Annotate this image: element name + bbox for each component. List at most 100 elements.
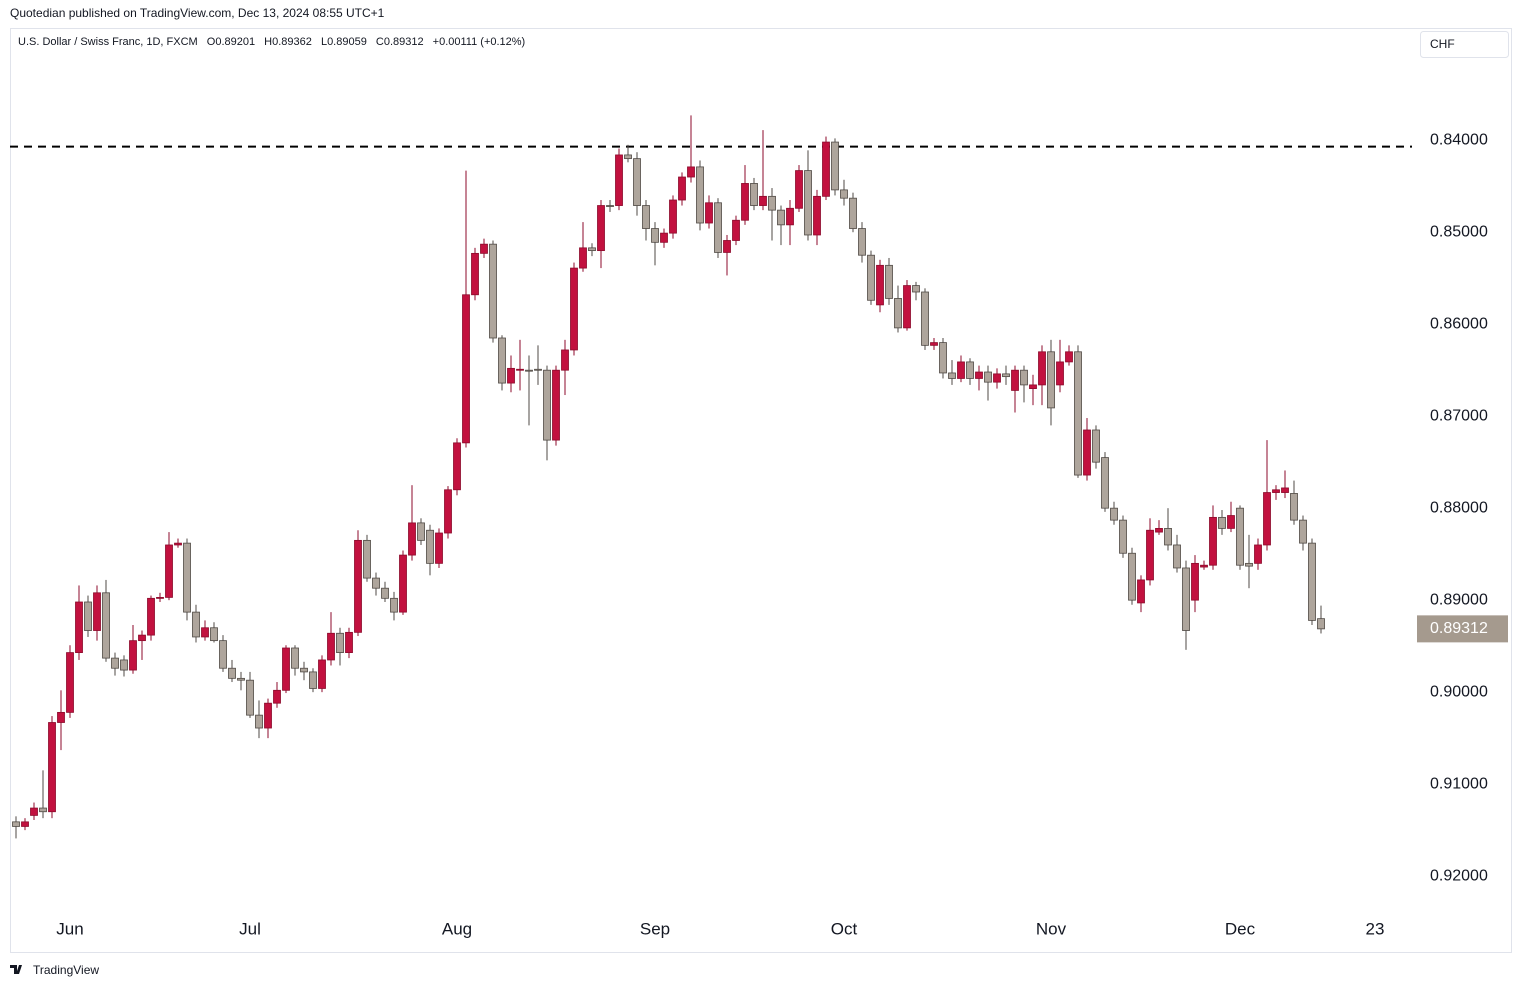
candle-body	[165, 544, 173, 598]
candle-body	[606, 205, 614, 207]
candle-body	[138, 634, 146, 642]
candle-body	[669, 199, 677, 234]
candle-body	[966, 361, 974, 379]
candle-body	[741, 183, 749, 221]
x-tick-label: Jul	[239, 919, 261, 938]
candle-body	[948, 372, 956, 379]
candle-body	[75, 601, 83, 653]
candle-body	[840, 189, 848, 199]
candle-body	[255, 714, 263, 729]
candle-body	[912, 285, 920, 293]
candle-body	[615, 154, 623, 206]
candle-body	[408, 522, 416, 556]
candle-body	[345, 631, 353, 653]
candle-body	[795, 170, 803, 209]
candle-body	[327, 632, 335, 661]
candle-body	[1254, 544, 1262, 564]
candle-body	[1191, 562, 1199, 601]
candle-body	[453, 442, 461, 491]
chart-frame	[10, 28, 1512, 953]
candle-body	[417, 522, 425, 541]
candle-body	[219, 640, 227, 669]
candle-body	[1200, 564, 1208, 568]
candle-body	[633, 158, 641, 206]
candle-body	[759, 195, 767, 206]
candle-body	[1137, 579, 1145, 604]
candle-body	[930, 342, 938, 346]
x-tick-label: Jun	[56, 919, 83, 938]
candle-body	[588, 247, 596, 252]
candle-body	[489, 243, 497, 339]
x-tick-label: Sep	[640, 919, 670, 938]
candle-body	[1173, 544, 1181, 569]
ohlc-label: C	[376, 36, 384, 48]
candle-body	[444, 489, 452, 534]
y-tick-label: 0.86000	[1430, 315, 1488, 332]
candle-body	[300, 667, 308, 673]
candle-body	[723, 240, 731, 253]
candle-body	[246, 679, 254, 716]
candle-body	[732, 219, 740, 241]
symbol: U.S. Dollar / Swiss Franc, 1D, FXCM	[18, 36, 198, 48]
candle-body	[498, 337, 506, 384]
candle-body	[768, 195, 776, 211]
ohlc-label: L	[321, 36, 327, 48]
ohlc-label: H	[264, 36, 272, 48]
candle-body	[1227, 515, 1235, 529]
candle-body	[750, 183, 758, 206]
candle-body	[30, 807, 38, 816]
candle-body	[975, 371, 983, 379]
candle-body	[561, 349, 569, 371]
candle-body	[183, 542, 191, 613]
y-tick-label: 0.89000	[1430, 591, 1488, 608]
y-tick-label: 0.84000	[1430, 131, 1488, 148]
change: +0.00111 (+0.12%)	[433, 36, 526, 48]
candle-body	[12, 821, 20, 827]
candle-body	[372, 577, 380, 589]
candle-body	[471, 252, 479, 296]
candle-body	[57, 711, 65, 723]
candle-body	[39, 807, 47, 813]
candle-body	[273, 689, 281, 704]
candle-body	[93, 592, 101, 631]
candle-body	[651, 228, 659, 243]
y-tick-label: 0.90000	[1430, 683, 1488, 700]
candle-body	[282, 647, 290, 691]
currency-button[interactable]	[1420, 31, 1509, 58]
candle-body	[21, 821, 29, 827]
candle-body	[516, 368, 524, 371]
candle-body	[534, 368, 542, 371]
candle-body	[660, 232, 668, 243]
candle-body	[1308, 542, 1316, 621]
x-tick-label: Nov	[1036, 919, 1067, 938]
candle-body	[597, 205, 605, 252]
candle-body	[993, 373, 1001, 383]
ohlc-label: O	[207, 36, 216, 48]
candle-body	[813, 195, 821, 236]
candle-body	[102, 592, 110, 659]
candle-body	[696, 166, 704, 224]
candle-body	[552, 369, 560, 441]
candle-body	[84, 601, 92, 631]
candle-body	[705, 202, 713, 224]
last-price-box	[1417, 615, 1508, 643]
candle-body	[894, 298, 902, 329]
candle-body	[381, 587, 389, 599]
currency-label[interactable]: CHF	[1430, 37, 1455, 51]
y-tick-label: 0.87000	[1430, 407, 1488, 424]
x-tick-label: Dec	[1225, 919, 1256, 938]
candle-body	[174, 542, 182, 546]
ohlc-value: 0.89059	[327, 36, 367, 48]
candle-body	[1065, 351, 1073, 363]
candle-body	[885, 264, 893, 299]
candle-body	[1272, 489, 1280, 493]
candle-body	[1020, 369, 1028, 386]
candle-body	[1182, 567, 1190, 631]
candle-body	[957, 361, 965, 379]
candle-body	[147, 597, 155, 636]
candle-body	[831, 141, 839, 191]
y-tick-label: 0.91000	[1430, 775, 1488, 792]
candle-body	[1002, 373, 1010, 378]
ohlc-value: 0.89201	[215, 36, 255, 48]
